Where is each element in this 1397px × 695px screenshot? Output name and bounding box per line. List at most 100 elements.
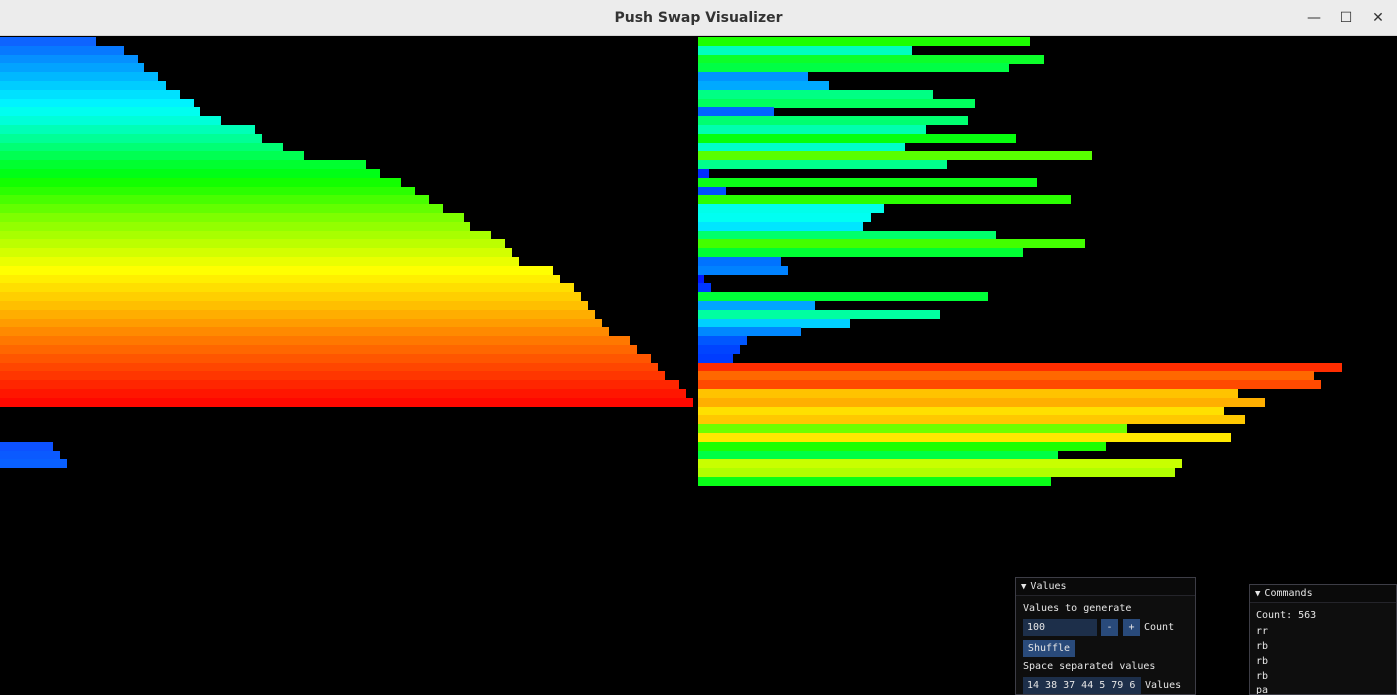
increment-button[interactable]: + — [1123, 619, 1140, 636]
stack-b-bar — [698, 177, 1037, 187]
stack-a-bar — [0, 98, 194, 108]
stack-b-bar — [698, 345, 740, 354]
values-to-generate-label: Values to generate — [1023, 603, 1132, 614]
stack-a-bar — [0, 204, 443, 214]
commands-panel: ▼ Commands Count: 563 rr rb rb rb pa — [1249, 584, 1397, 695]
collapse-triangle-icon[interactable]: ▼ — [1255, 589, 1261, 599]
stack-a-bar — [0, 301, 588, 310]
stack-a-bar — [0, 441, 53, 451]
values-panel: ▼ Values Values to generate 100 - + Count… — [1015, 577, 1196, 695]
stack-a-bar — [0, 283, 574, 293]
stack-a-bar — [0, 213, 464, 222]
collapse-triangle-icon[interactable]: ▼ — [1021, 582, 1027, 592]
stack-a-bar — [0, 54, 138, 64]
stack-a-bar — [0, 169, 380, 178]
stack-a-bar — [0, 362, 658, 372]
stack-a-bar — [0, 116, 221, 126]
stack-a-bar — [0, 125, 255, 134]
stack-b-bar — [698, 116, 968, 126]
stack-a-bar — [0, 292, 581, 302]
maximize-icon[interactable]: ☐ — [1339, 10, 1353, 26]
stack-b-bar — [698, 477, 1051, 486]
stack-b-bar — [698, 371, 1314, 381]
stack-a-bar — [0, 160, 366, 170]
stack-a-bar — [0, 221, 470, 231]
stack-b-bar — [698, 221, 863, 231]
stack-b-bar — [698, 37, 1030, 46]
stack-b-bar — [698, 133, 1016, 143]
stack-b-bar — [698, 248, 1023, 258]
command-count: Count: 563 — [1256, 610, 1317, 621]
stack-a-bar — [0, 248, 512, 258]
stack-b-bar — [698, 318, 850, 328]
stack-b-bar — [698, 441, 1106, 451]
stack-a-bar — [0, 459, 67, 469]
stack-b-bar — [698, 415, 1245, 425]
stack-b-bar — [698, 54, 1044, 64]
stack-b-bar — [698, 292, 988, 302]
stack-b-bar — [698, 433, 1231, 442]
stack-a-bar — [0, 318, 602, 328]
stack-a-bar — [0, 336, 630, 346]
commands-panel-title: Commands — [1264, 588, 1313, 599]
command-item: rb — [1256, 656, 1269, 667]
command-item: rr — [1256, 626, 1269, 637]
values-count-input[interactable]: 100 — [1023, 619, 1097, 636]
stack-a-bar — [0, 257, 519, 266]
stack-a-bar — [0, 239, 505, 249]
commands-panel-header[interactable]: ▼ Commands — [1250, 585, 1396, 603]
stack-a-bar — [0, 309, 595, 319]
stack-a-bar — [0, 274, 560, 284]
stack-b-bar — [698, 89, 933, 99]
window-title: Push Swap Visualizer — [614, 10, 783, 26]
stack-b-bar — [698, 230, 996, 240]
stack-b-bar — [698, 72, 808, 82]
stack-a-bar — [0, 177, 401, 187]
stack-a-bar — [0, 133, 262, 143]
stack-b-bar — [698, 98, 975, 108]
stack-b-bar — [698, 406, 1224, 416]
stack-b-bar — [698, 450, 1058, 460]
stack-a-bar — [0, 345, 637, 354]
decrement-button[interactable]: - — [1101, 619, 1118, 636]
stack-a-bar — [0, 89, 180, 99]
stack-b-bar — [698, 142, 905, 152]
stack-b-bar — [698, 195, 1071, 205]
stack-a-bar — [0, 389, 686, 398]
stack-a-bar — [0, 195, 429, 205]
stack-b-bar — [698, 309, 940, 319]
values-field-label: Values — [1145, 680, 1182, 691]
stack-b-bar — [698, 257, 781, 266]
stack-b-bar — [698, 160, 947, 170]
stack-b-bar — [698, 336, 747, 346]
stack-a-bar — [0, 327, 609, 337]
stack-a-bar — [0, 230, 491, 240]
space-separated-input[interactable]: 14 38 37 44 5 79 6 — [1023, 677, 1141, 694]
stack-a-bar — [0, 450, 60, 460]
space-separated-label: Space separated values — [1023, 661, 1156, 672]
values-panel-header[interactable]: ▼ Values — [1016, 578, 1195, 596]
stack-a-bar — [0, 45, 124, 55]
stack-b-bar — [698, 327, 801, 337]
stack-b-bar — [698, 353, 733, 363]
stack-b-bar — [698, 424, 1127, 434]
stack-b-bar — [698, 45, 912, 55]
shuffle-button[interactable]: Shuffle — [1023, 640, 1075, 657]
stack-b-bar — [698, 63, 1009, 73]
stack-b-bar — [698, 239, 1085, 249]
stack-b-bar — [698, 169, 709, 178]
stack-b-bar — [698, 468, 1175, 478]
stack-b-bar — [698, 151, 1092, 161]
stack-a-bar — [0, 37, 96, 46]
stack-b-bar — [698, 213, 871, 222]
stack-a-bar — [0, 81, 166, 90]
minimize-icon[interactable]: — — [1307, 10, 1321, 26]
stack-b-bar — [698, 380, 1321, 390]
stack-b-bar — [698, 389, 1238, 398]
command-item: rb — [1256, 671, 1269, 682]
stack-b-bar — [698, 283, 711, 293]
stack-b-bar — [698, 107, 774, 117]
command-item: rb — [1256, 641, 1269, 652]
stack-a-bar — [0, 151, 304, 161]
close-icon[interactable]: ✕ — [1372, 10, 1384, 26]
